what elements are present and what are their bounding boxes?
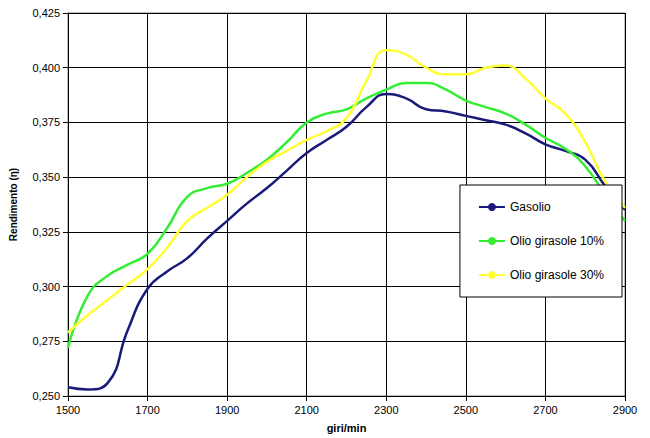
svg-text:0,400: 0,400 [32, 62, 60, 74]
svg-text:Olio girasole 10%: Olio girasole 10% [510, 234, 604, 248]
svg-text:2500: 2500 [454, 404, 478, 416]
svg-text:Gasolio: Gasolio [510, 200, 551, 214]
svg-text:0,350: 0,350 [32, 171, 60, 183]
svg-text:0,300: 0,300 [32, 281, 60, 293]
svg-text:giri/min: giri/min [327, 422, 367, 434]
svg-text:1700: 1700 [135, 404, 159, 416]
svg-text:1500: 1500 [56, 404, 80, 416]
svg-text:0,250: 0,250 [32, 390, 60, 402]
svg-text:0,425: 0,425 [32, 7, 60, 19]
svg-text:0,325: 0,325 [32, 226, 60, 238]
svg-text:2700: 2700 [533, 404, 557, 416]
svg-text:Olio girasole 30%: Olio girasole 30% [510, 268, 604, 282]
svg-text:0,275: 0,275 [32, 335, 60, 347]
svg-text:2900: 2900 [613, 404, 637, 416]
svg-text:1900: 1900 [215, 404, 239, 416]
svg-text:Rendimento (η): Rendimento (η) [8, 168, 19, 241]
svg-text:2300: 2300 [374, 404, 398, 416]
svg-text:2100: 2100 [294, 404, 318, 416]
svg-text:0,375: 0,375 [32, 116, 60, 128]
